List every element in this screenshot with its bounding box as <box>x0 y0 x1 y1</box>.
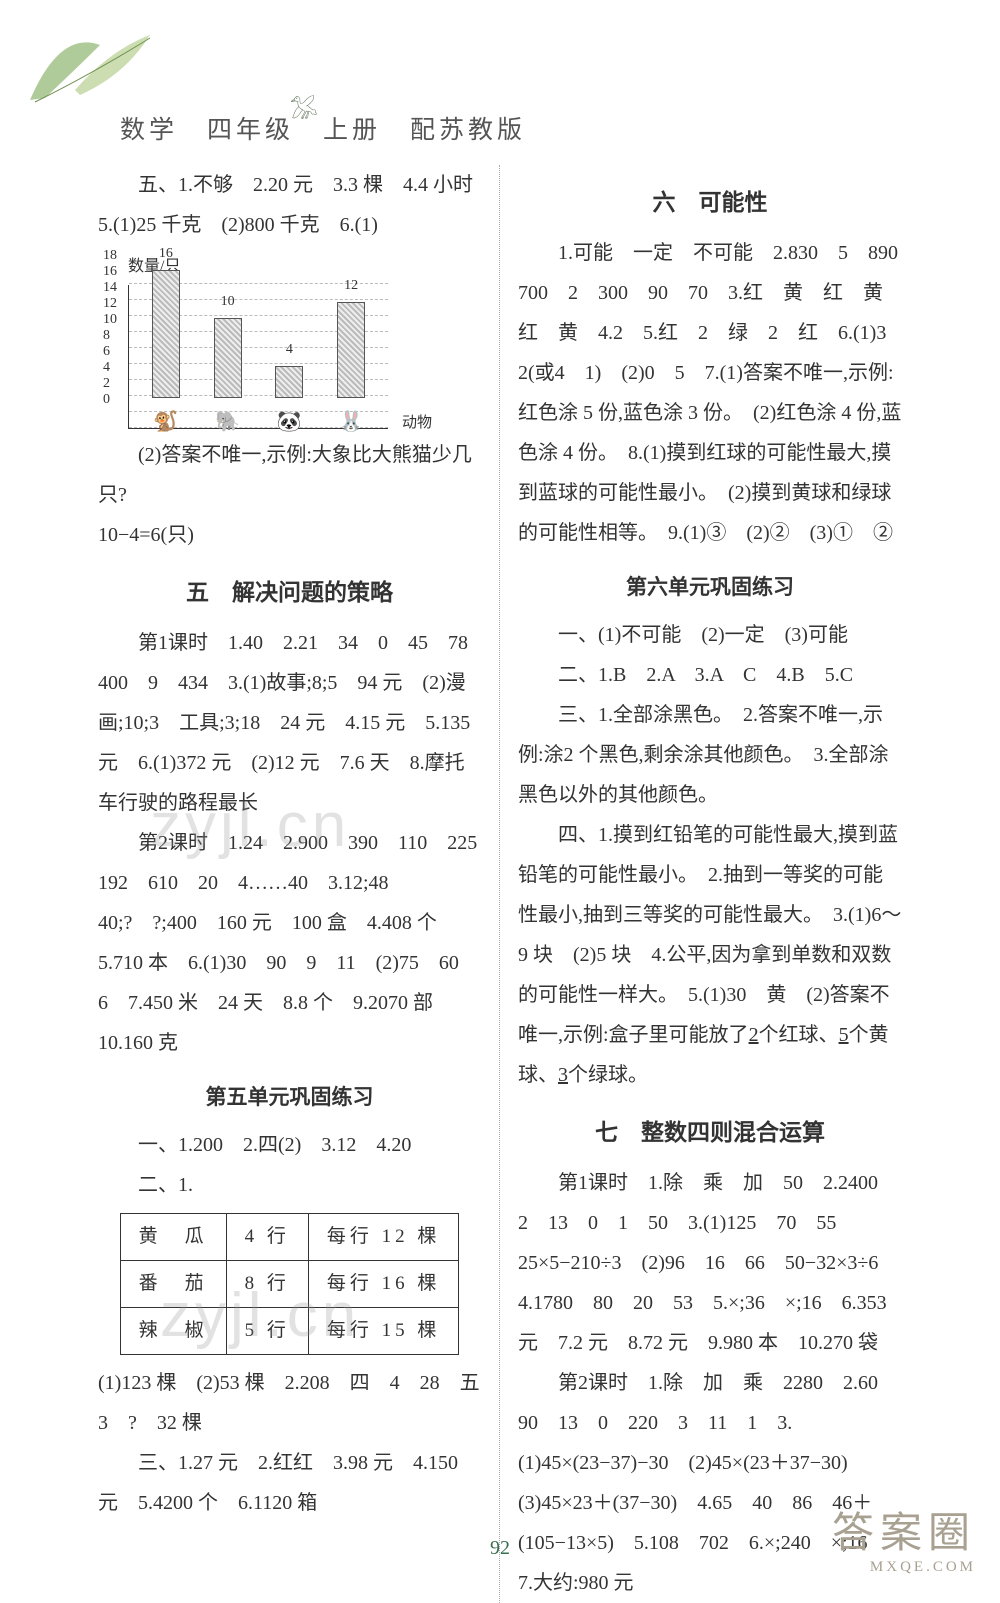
corner-small: MXQE.COM <box>832 1559 976 1576</box>
r-p5d: 个绿球。 <box>568 1064 648 1086</box>
content-columns: 五、1.不够 2.20 元 3.3 棵 4.4 小时 5.(1)25 千克 (2… <box>80 165 920 1603</box>
table-cell: 每行 15 棵 <box>308 1308 459 1355</box>
bar <box>275 366 303 398</box>
animal-icon: 🐒 <box>153 402 178 428</box>
bar <box>337 302 365 398</box>
left-column: 五、1.不够 2.20 元 3.3 棵 4.4 小时 5.(1)25 千克 (2… <box>80 165 500 1603</box>
corner-logo: 答案圈 MXQE.COM <box>832 1510 976 1576</box>
table-cell: 番 茄 <box>120 1261 226 1308</box>
leaf-decoration <box>20 20 160 120</box>
l-p1: 五、1.不够 2.20 元 3.3 棵 4.4 小时 <box>98 165 481 205</box>
section-5-title: 五 解决问题的策略 <box>98 569 481 615</box>
r-p5a: 四、1.摸到红铅笔的可能性最大,摸到蓝铅笔的可能性最小。 2.抽到一等奖的可能性… <box>518 824 901 1046</box>
bar-value-label: 10 <box>221 288 235 316</box>
l-p4: 10−4=6(只) <box>98 515 481 555</box>
right-column: 六 可能性 1.可能 一定 不可能 2.830 5 890 700 2 300 … <box>500 165 920 1603</box>
r-p4: 三、1.全部涂黑色。 2.答案不唯一,示例:涂2 个黑色,剩余涂其他颜色。 3.… <box>518 695 902 815</box>
bar-column: 12 🐰 <box>322 272 380 428</box>
table-cell: 每行 12 棵 <box>308 1214 459 1261</box>
bar-value-label: 12 <box>344 272 358 300</box>
table-cell: 8 行 <box>226 1261 308 1308</box>
r-p6: 第1课时 1.除 乘 加 50 2.2400 2 13 0 1 50 3.(1)… <box>518 1163 902 1363</box>
table-cell: 辣 椒 <box>120 1308 226 1355</box>
bar <box>214 318 242 398</box>
animal-icon: 🐼 <box>277 402 302 428</box>
table-row: 黄 瓜4 行每行 12 棵 <box>120 1214 459 1261</box>
table-row: 辣 椒5 行每行 15 棵 <box>120 1308 459 1355</box>
bar <box>152 270 180 398</box>
bar-value-label: 4 <box>286 336 293 364</box>
bar-column: 10 🐘 <box>199 288 257 428</box>
bar-chart: 数量/只 动物 02468101214161816🐒10🐘4🐼12🐰 <box>128 251 481 429</box>
unit5-practice-title: 第五单元巩固练习 <box>98 1077 481 1119</box>
chart-xlabel: 动物 <box>402 408 432 438</box>
chart-area: 动物 02468101214161816🐒10🐘4🐼12🐰 <box>128 285 388 429</box>
l-p9: (1)123 棵 (2)53 棵 2.208 四 4 28 五 3 ? 32 棵 <box>98 1363 481 1443</box>
bar-column: 16 🐒 <box>137 240 195 428</box>
section-7-title: 七 整数四则混合运算 <box>518 1109 902 1155</box>
table-cell: 4 行 <box>226 1214 308 1261</box>
r-p3: 二、1.B 2.A 3.A C 4.B 5.C <box>518 655 902 695</box>
table-row: 番 茄8 行每行 16 棵 <box>120 1261 459 1308</box>
ytick: 18 <box>103 242 117 270</box>
r-p5u3: 3 <box>558 1064 568 1086</box>
page-header: 数学 四年级 上册 配苏教版 <box>120 110 526 146</box>
r-p1: 1.可能 一定 不可能 2.830 5 890 700 2 300 90 70 … <box>518 233 902 553</box>
animal-icon: 🐰 <box>339 402 364 428</box>
unit5-table: 黄 瓜4 行每行 12 棵番 茄8 行每行 16 棵辣 椒5 行每行 15 棵 <box>120 1213 460 1355</box>
animal-icon: 🐘 <box>215 402 240 428</box>
corner-big: 答案圈 <box>832 1510 976 1558</box>
bar-value-label: 16 <box>159 240 173 268</box>
table-cell: 每行 16 棵 <box>308 1261 459 1308</box>
r-p5u1: 2 <box>749 1024 759 1046</box>
l-p6: 第2课时 1.24 2.900 390 110 225 192 610 20 4… <box>98 823 481 1063</box>
table-cell: 5 行 <box>226 1308 308 1355</box>
l-p7: 一、1.200 2.四(2) 3.12 4.20 <box>98 1125 481 1165</box>
l-p8: 二、1. <box>98 1165 481 1205</box>
r-p2: 一、(1)不可能 (2)一定 (3)可能 <box>518 615 902 655</box>
table-cell: 黄 瓜 <box>120 1214 226 1261</box>
r-p5b: 个红球、 <box>759 1024 839 1046</box>
l-p10: 三、1.27 元 2.红红 3.98 元 4.150 元 5.4200 个 6.… <box>98 1443 481 1523</box>
unit6-practice-title: 第六单元巩固练习 <box>518 567 902 609</box>
l-p2: 5.(1)25 千克 (2)800 千克 6.(1) <box>98 205 481 245</box>
r-p5: 四、1.摸到红铅笔的可能性最大,摸到蓝铅笔的可能性最小。 2.抽到一等奖的可能性… <box>518 815 902 1095</box>
section-6-title: 六 可能性 <box>518 179 902 225</box>
r-p5u2: 5 <box>839 1024 849 1046</box>
l-p5: 第1课时 1.40 2.21 34 0 45 78 400 9 434 3.(1… <box>98 623 481 823</box>
bar-column: 4🐼 <box>261 336 319 428</box>
l-p3: (2)答案不唯一,示例:大象比大熊猫少几只? <box>98 435 481 515</box>
